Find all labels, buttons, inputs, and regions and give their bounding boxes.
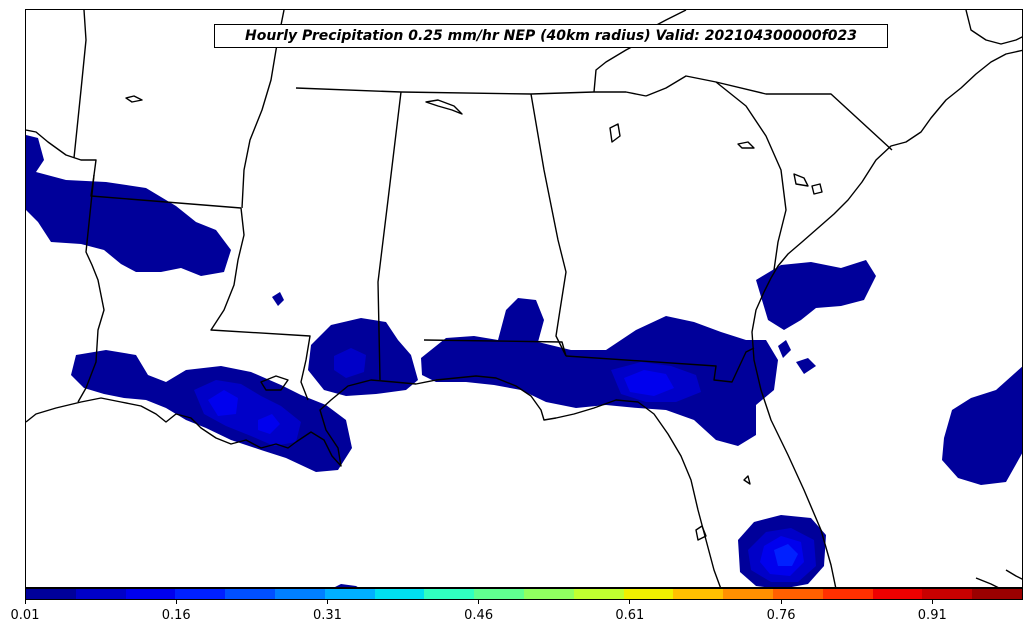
state-border-ms-tn bbox=[295, 87, 402, 93]
colorbar-tick bbox=[629, 600, 631, 604]
lake-4 bbox=[737, 141, 755, 149]
lake-5 bbox=[793, 173, 809, 187]
florida-keys bbox=[743, 475, 751, 485]
colorbar-tick bbox=[326, 600, 328, 604]
map-canvas bbox=[26, 10, 1022, 587]
colorbar-tick-label: 0.01 bbox=[10, 608, 40, 623]
precip-peak-louisiana-2 bbox=[258, 414, 280, 434]
precip-peak-louisiana bbox=[208, 390, 238, 416]
colorbar-segment bbox=[274, 589, 325, 599]
atlantic-coastline bbox=[751, 49, 1022, 587]
colorbar-segment bbox=[374, 589, 425, 599]
state-border-ms-al bbox=[377, 91, 402, 381]
colorbar-segment bbox=[175, 589, 226, 599]
colorbar-tick-label: 0.16 bbox=[161, 608, 191, 623]
lake-pontchartrain bbox=[260, 375, 289, 391]
state-border-al-ga bbox=[530, 93, 567, 357]
map-boundaries bbox=[26, 10, 1022, 587]
state-border-tn-al-ga bbox=[400, 91, 595, 95]
colorbar-segment bbox=[225, 589, 275, 599]
state-border-ga-fl bbox=[565, 347, 755, 383]
precip-area-small-3 bbox=[796, 358, 816, 374]
colorbar-segment bbox=[872, 589, 923, 599]
colorbar-segment bbox=[125, 589, 176, 599]
colorbar-tick bbox=[175, 600, 177, 604]
bahamas-1 bbox=[975, 577, 999, 587]
state-border-ar-west bbox=[73, 10, 87, 159]
colorbar-segment bbox=[573, 589, 624, 599]
colorbar-tick-label: 0.76 bbox=[766, 608, 796, 623]
colorbar-segment bbox=[324, 589, 375, 599]
state-border-la-ms bbox=[210, 207, 311, 401]
map-frame: Hourly Precipitation 0.25 mm/hr NEP (40k… bbox=[25, 9, 1023, 588]
colorbar-segment bbox=[623, 589, 674, 599]
colorbar-tick-label: 0.46 bbox=[464, 608, 494, 623]
colorbar bbox=[25, 588, 1023, 600]
precip-core-mississippi bbox=[334, 348, 366, 378]
colorbar-segment bbox=[922, 589, 973, 599]
colorbar-segment bbox=[822, 589, 873, 599]
precip-area-southeast-coast bbox=[756, 260, 876, 330]
colorbar-tick bbox=[780, 600, 782, 604]
precip-areas-level4 bbox=[774, 544, 798, 566]
colorbar-segment bbox=[26, 589, 76, 599]
lake-6 bbox=[811, 183, 823, 195]
colorbar-tick bbox=[24, 600, 26, 604]
coastline-ne bbox=[965, 10, 1022, 45]
precip-area-atlantic-east bbox=[942, 366, 1022, 485]
colorbar-segment bbox=[424, 589, 475, 599]
colorbar-segment bbox=[772, 589, 823, 599]
precip-peak-georgia bbox=[624, 370, 674, 396]
precip-area-small-1 bbox=[272, 292, 284, 306]
state-border-ga-nc bbox=[594, 91, 647, 97]
colorbar-segment bbox=[972, 589, 1022, 599]
colorbar-tick bbox=[931, 600, 933, 604]
precip-area-small-2 bbox=[778, 340, 791, 358]
florida-lake bbox=[695, 525, 707, 541]
colorbar-tick bbox=[478, 600, 480, 604]
map-title: Hourly Precipitation 0.25 mm/hr NEP (40k… bbox=[214, 24, 888, 48]
colorbar-tick-label: 0.61 bbox=[615, 608, 645, 623]
colorbar-tick-label: 0.91 bbox=[917, 608, 947, 623]
bahamas-2 bbox=[1005, 569, 1022, 580]
precip-area-alabama-georgia-coast bbox=[421, 298, 778, 446]
state-border-ms-river bbox=[241, 10, 285, 209]
colorbar-tick-label: 0.31 bbox=[312, 608, 342, 623]
state-border-al-fl bbox=[423, 339, 567, 357]
state-border-tn-nc bbox=[593, 10, 687, 93]
precip-area-small-4 bbox=[335, 584, 358, 587]
state-border-la-west bbox=[77, 174, 105, 403]
precip-areas-level3 bbox=[208, 370, 804, 576]
lake-3 bbox=[609, 123, 621, 143]
gulf-coastline bbox=[26, 375, 722, 587]
lake-1 bbox=[425, 99, 463, 115]
colorbar-segment bbox=[523, 589, 574, 599]
lake-2 bbox=[125, 95, 143, 103]
colorbar-segment bbox=[673, 589, 724, 599]
precip-area-arkansas-louisiana bbox=[26, 135, 231, 276]
colorbar-segment bbox=[723, 589, 773, 599]
colorbar-segment bbox=[474, 589, 524, 599]
state-border-nc-sc bbox=[715, 81, 893, 151]
state-border-ga-sc bbox=[645, 75, 787, 271]
colorbar-ticks: 0.01 0.16 0.31 0.46 0.61 0.76 0.91 bbox=[11, 600, 1023, 633]
precip-max-florida bbox=[774, 544, 798, 566]
colorbar-segment bbox=[75, 589, 126, 599]
